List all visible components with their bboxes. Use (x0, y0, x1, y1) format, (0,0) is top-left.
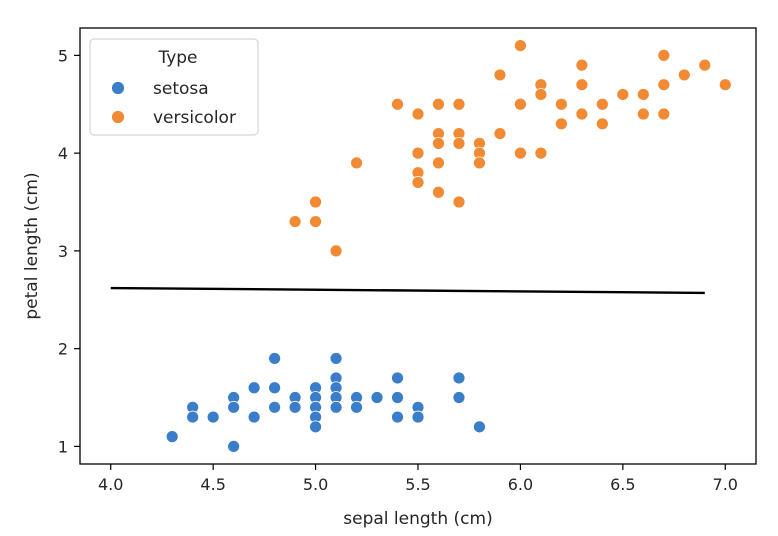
point-setosa (329, 400, 343, 414)
point-versicolor (329, 244, 343, 258)
legend-marker-versicolor (111, 110, 125, 124)
point-versicolor (452, 136, 466, 150)
legend-box (89, 38, 259, 136)
point-setosa (329, 352, 343, 365)
x-tick-label: 7.0 (713, 475, 738, 494)
point-setosa (247, 410, 261, 424)
point-setosa (411, 410, 425, 424)
point-versicolor (309, 195, 322, 209)
y-tick-label: 5 (58, 46, 68, 65)
legend-label-setosa: setosa (153, 79, 209, 99)
y-axis-label: petal length (cm) (22, 172, 42, 319)
point-setosa (227, 400, 241, 414)
point-versicolor (575, 58, 589, 72)
x-tick-label: 5.5 (405, 475, 430, 494)
x-axis-label: sepal length (cm) (343, 509, 492, 529)
point-versicolor (636, 88, 650, 101)
point-versicolor (452, 97, 466, 111)
point-versicolor (514, 146, 527, 160)
point-setosa (350, 400, 363, 414)
point-versicolor (391, 97, 404, 111)
point-versicolor (616, 88, 630, 101)
point-versicolor (411, 146, 425, 160)
point-versicolor (473, 156, 486, 170)
point-versicolor (288, 215, 302, 228)
point-versicolor (432, 156, 445, 170)
point-versicolor (309, 215, 322, 228)
point-versicolor (452, 195, 466, 209)
point-setosa (473, 420, 486, 434)
legend-marker-setosa (111, 81, 125, 95)
point-versicolor (514, 39, 527, 52)
point-versicolor (698, 58, 712, 72)
x-tick-label: 5.0 (303, 475, 328, 494)
point-versicolor (554, 97, 568, 111)
x-tick-label: 6.5 (610, 475, 635, 494)
point-versicolor (657, 107, 671, 121)
point-setosa (309, 420, 322, 434)
point-versicolor (493, 68, 507, 82)
point-setosa (268, 400, 282, 414)
point-versicolor (595, 97, 609, 111)
legend: Type setosa versicolor (89, 38, 259, 136)
point-setosa (452, 371, 466, 385)
point-setosa (452, 391, 466, 404)
points-layer (165, 39, 732, 453)
point-versicolor (636, 107, 650, 121)
point-versicolor (411, 107, 425, 121)
point-versicolor (575, 78, 589, 92)
legend-label-versicolor: versicolor (153, 108, 236, 128)
point-setosa (165, 430, 179, 444)
y-tick-label: 4 (58, 144, 68, 163)
point-versicolor (554, 117, 568, 131)
y-axis-ticks: 1 2 3 4 5 (58, 46, 80, 456)
point-setosa (186, 410, 200, 424)
point-versicolor (411, 176, 425, 189)
y-tick-label: 3 (58, 242, 68, 261)
point-versicolor (493, 127, 507, 140)
point-setosa (247, 381, 261, 395)
x-axis-ticks: 4.0 4.5 5.0 5.5 6.0 6.5 7.0 (98, 464, 738, 494)
point-versicolor (350, 156, 363, 170)
point-versicolor (595, 117, 609, 131)
legend-title: Type (157, 48, 197, 68)
point-setosa (288, 400, 302, 414)
x-tick-label: 6.0 (508, 475, 533, 494)
x-tick-label: 4.5 (200, 475, 225, 494)
point-setosa (391, 391, 404, 404)
point-versicolor (657, 78, 671, 92)
point-versicolor (534, 88, 548, 101)
point-versicolor (575, 107, 589, 121)
point-setosa (206, 410, 220, 424)
point-versicolor (432, 97, 445, 111)
point-setosa (227, 440, 241, 453)
x-tick-label: 4.0 (98, 475, 123, 494)
decision-line (110, 286, 705, 295)
point-setosa (391, 371, 404, 385)
point-versicolor (514, 97, 527, 111)
point-setosa (370, 391, 384, 404)
point-versicolor (534, 146, 548, 160)
point-setosa (268, 381, 282, 395)
point-setosa (391, 410, 404, 424)
y-tick-label: 1 (58, 437, 68, 456)
point-versicolor (657, 48, 671, 62)
point-setosa (268, 352, 282, 365)
point-versicolor (432, 136, 445, 150)
point-versicolor (432, 185, 445, 199)
point-versicolor (718, 78, 732, 92)
point-versicolor (677, 68, 691, 82)
decision-line-layer (110, 286, 705, 295)
y-tick-label: 2 (58, 340, 68, 359)
